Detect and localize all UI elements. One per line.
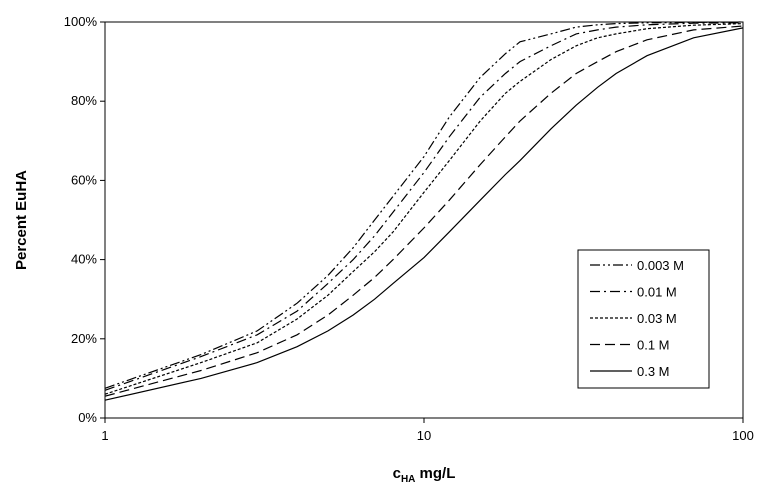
legend: 0.003 M 0.01 M 0.03 M 0.1 M 0.3 M (577, 249, 710, 389)
x-tick-label: 100 (732, 428, 754, 443)
x-tick-label: 10 (417, 428, 431, 443)
y-tick-label: 80% (71, 93, 97, 108)
legend-box (577, 249, 710, 389)
x-axis-title-rest: mg/L (415, 465, 455, 482)
legend-label: 0.1 M (637, 338, 670, 353)
y-tick-label: 0% (78, 410, 97, 425)
x-axis-title-main: c (393, 465, 401, 482)
y-tick-label: 100% (64, 14, 98, 29)
y-tick-label: 40% (71, 252, 97, 267)
y-tick-label: 20% (71, 331, 97, 346)
series-line (104, 25, 744, 397)
series-line (104, 21, 744, 389)
legend-label: 0.01 M (637, 285, 677, 300)
legend-label: 0.03 M (637, 311, 677, 326)
x-axis-ticks: 1 10 100 (101, 418, 754, 443)
legend-label: 0.3 M (637, 364, 670, 379)
y-axis-ticks: 0% 20% 40% 60% 80% 100% (64, 14, 105, 425)
y-axis-title: Percent EuHA (13, 170, 30, 270)
series-line (104, 23, 744, 395)
series-line (104, 27, 744, 401)
legend-label: 0.003 M (637, 258, 684, 273)
x-axis-title: cHA mg/L (393, 465, 456, 485)
y-tick-label: 60% (71, 172, 97, 187)
x-tick-label: 1 (101, 428, 108, 443)
series-layer (104, 21, 744, 401)
series-line (104, 22, 744, 391)
x-axis-title-subscript: HA (401, 474, 415, 485)
